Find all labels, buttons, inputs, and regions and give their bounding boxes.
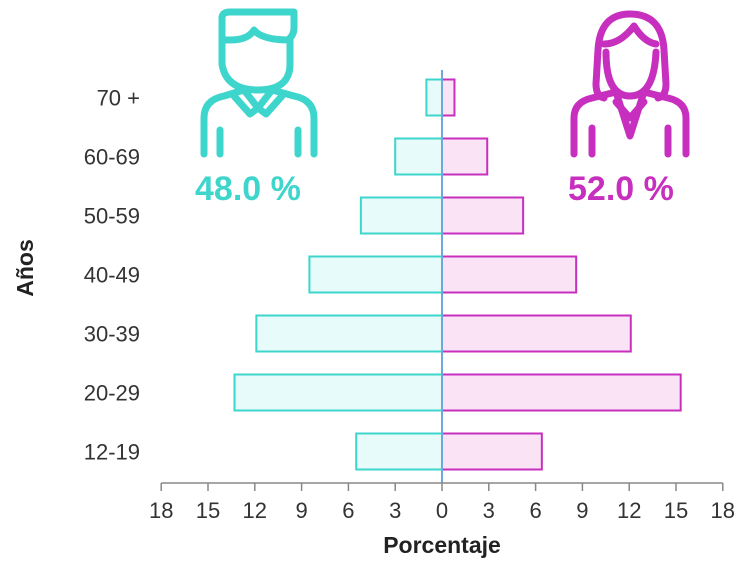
x-tick-label: 18 <box>149 498 173 523</box>
x-tick-label: 15 <box>196 498 220 523</box>
bar-female-12-19 <box>441 432 543 471</box>
y-tick-label: 40-49 <box>84 263 140 288</box>
bar-male-12-19 <box>355 432 444 471</box>
x-tick-label: 3 <box>483 498 495 523</box>
male-percentage: 48.0 % <box>195 170 301 208</box>
y-tick-label: 30-39 <box>84 322 140 347</box>
bar-female-20-29 <box>441 373 682 412</box>
y-tick-label: 60-69 <box>84 145 140 170</box>
x-tick-label: 9 <box>295 498 307 523</box>
bar-female-70 <box>441 78 456 117</box>
x-tick-label: 12 <box>617 498 641 523</box>
bar-female-50-59 <box>441 196 525 235</box>
bar-male-30-39 <box>255 314 443 353</box>
x-tick-label: 15 <box>664 498 688 523</box>
y-axis-label: Años <box>12 239 38 297</box>
x-tick-label: 6 <box>342 498 354 523</box>
bar-male-50-59 <box>359 196 444 235</box>
y-tick-labels: 12-19 20-29 30-39 40-49 50-59 60-69 70 + <box>84 86 140 465</box>
bar-female-60-69 <box>441 137 489 176</box>
man-icon <box>200 8 318 158</box>
female-percentage: 52.0 % <box>568 170 674 208</box>
y-tick-label: 50-59 <box>84 204 140 229</box>
bar-female-40-49 <box>441 255 578 294</box>
bar-female-30-39 <box>441 314 632 353</box>
woman-icon <box>570 10 690 158</box>
bar-male-20-29 <box>233 373 443 412</box>
x-tick-label: 9 <box>576 498 588 523</box>
y-tick-label: 20-29 <box>84 381 140 406</box>
x-tick-label: 18 <box>711 498 735 523</box>
y-tick-label: 70 + <box>97 86 140 111</box>
bar-male-40-49 <box>308 255 443 294</box>
x-tick-label: 12 <box>243 498 267 523</box>
x-tick-label: 6 <box>529 498 541 523</box>
x-axis: 18 15 12 9 6 3 0 3 6 9 12 15 18 <box>149 482 735 523</box>
x-axis-label: Porcentaje <box>383 532 501 558</box>
bar-male-70 <box>425 78 443 117</box>
y-tick-label: 12-19 <box>84 440 140 465</box>
bar-male-60-69 <box>394 137 444 176</box>
x-tick-label: 0 <box>436 498 448 523</box>
bars-group <box>233 70 682 483</box>
x-tick-label: 3 <box>389 498 401 523</box>
